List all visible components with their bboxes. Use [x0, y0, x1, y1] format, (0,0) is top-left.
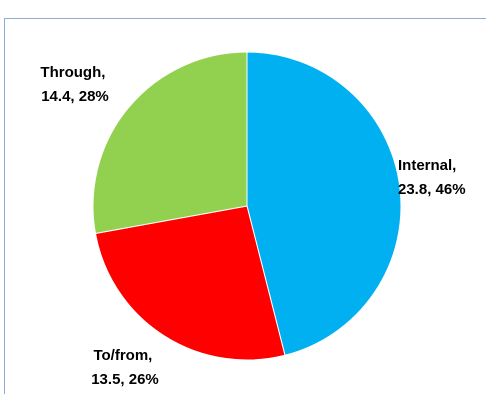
pie-slice-internal: [246, 51, 402, 356]
pie-slice-to-from: [94, 205, 286, 361]
data-label-internal-line2: 23.8, 46%: [398, 181, 466, 198]
pie-labels: Internal, 23.8, 46% To/from, 13.5, 26% T…: [40, 64, 465, 388]
pie-slice-through: [92, 51, 248, 235]
data-label-internal: Internal, 23.8, 46%: [398, 157, 466, 198]
pie-slices: [92, 51, 402, 361]
data-label-tofrom-line2: 13.5, 26%: [91, 371, 159, 388]
data-label-through: Through, 14.4, 28%: [40, 64, 109, 105]
data-label-tofrom: To/from, 13.5, 26%: [91, 347, 159, 388]
data-label-through-line1: Through,: [40, 64, 105, 81]
data-label-internal-line1: Internal,: [398, 157, 456, 174]
data-label-through-line2: 14.4, 28%: [41, 88, 109, 105]
data-label-tofrom-line1: To/from,: [93, 347, 152, 364]
